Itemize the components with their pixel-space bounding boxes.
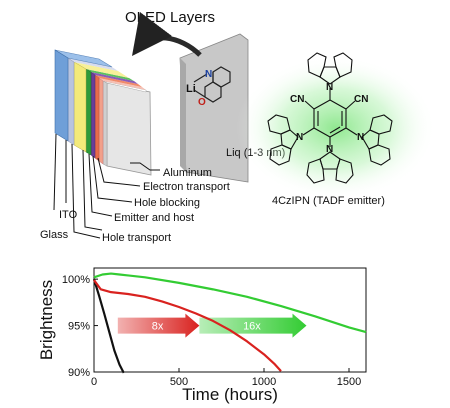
oled-stack	[54, 49, 152, 176]
y-tick-label: 100%	[62, 274, 90, 286]
y-tick-label: 90%	[68, 367, 90, 379]
emitter-glow	[236, 56, 436, 200]
liq-atom-o: O	[198, 97, 206, 108]
x-tick-label: 0	[91, 376, 97, 388]
layer-ito	[67, 57, 118, 146]
label-aluminum: Aluminum	[163, 167, 212, 179]
emitter-cn-right: CN	[354, 94, 368, 105]
diagram-title: OLED Layers	[125, 9, 215, 26]
deposit-arrow	[131, 12, 202, 57]
label-emitter-host: Emitter and host	[114, 212, 194, 224]
emitter-molecule	[267, 52, 393, 184]
arrow-shape	[199, 313, 307, 338]
x-axis-label: Time (hours)	[182, 385, 278, 404]
liq-plate	[179, 33, 249, 183]
plot-frame	[93, 267, 367, 373]
x-tick-label: 1500	[337, 376, 361, 388]
label-glass: Glass	[40, 229, 69, 241]
series-line-3	[93, 272, 367, 334]
emitter-n-bottom: N	[326, 144, 333, 155]
x-tick-label: 1000	[252, 376, 276, 388]
brightness-chart: 90% 95% 100% 0 500 1000 1500 8x 16x Brightness…	[37, 267, 367, 404]
emitter-label: 4CzIPN (TADF emitter)	[272, 195, 385, 207]
label-hole-blocking: Hole blocking	[134, 197, 200, 209]
arrow-shape	[117, 313, 200, 338]
arrow-label: 8x	[152, 321, 164, 333]
label-hole-transport: Hole transport	[102, 232, 171, 244]
label-electron-transport: Electron transport	[143, 181, 230, 193]
series-line-1	[92, 278, 125, 374]
liq-atom-li: Li	[186, 83, 196, 95]
liq-atom-n: N	[205, 69, 212, 80]
emitter-n-right: N	[357, 132, 364, 143]
x-tick-label: 500	[170, 376, 188, 388]
emitter-cn-left: CN	[290, 94, 304, 105]
y-tick-label: 95%	[68, 321, 90, 333]
y-axis-label: Brightness	[37, 280, 56, 360]
emitter-n-top: N	[326, 82, 333, 93]
layer-leaders	[53, 133, 160, 239]
layer-glass	[54, 49, 113, 142]
arrow-label: 16x	[243, 321, 261, 333]
layer-aluminum	[102, 80, 152, 176]
liq-molecule	[193, 66, 231, 103]
label-ito: ITO	[59, 209, 78, 221]
emitter-n-left: N	[296, 132, 303, 143]
improvement-arrow-1: 8x	[117, 313, 200, 338]
improvement-arrow-2: 16x	[199, 313, 307, 338]
series-line-2	[93, 279, 282, 372]
